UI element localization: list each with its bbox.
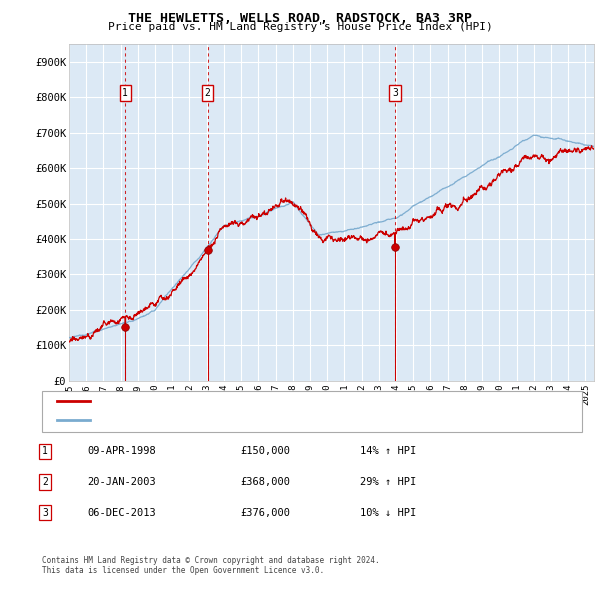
Text: Price paid vs. HM Land Registry's House Price Index (HPI): Price paid vs. HM Land Registry's House … bbox=[107, 22, 493, 32]
Text: 20-JAN-2003: 20-JAN-2003 bbox=[87, 477, 156, 487]
Text: 1: 1 bbox=[122, 88, 128, 98]
Text: THE HEWLETTS, WELLS ROAD, RADSTOCK, BA3 3RP (detached house): THE HEWLETTS, WELLS ROAD, RADSTOCK, BA3 … bbox=[96, 396, 419, 406]
Text: 1: 1 bbox=[42, 447, 48, 456]
Text: 3: 3 bbox=[392, 88, 398, 98]
Text: 14% ↑ HPI: 14% ↑ HPI bbox=[360, 447, 416, 456]
Text: 09-APR-1998: 09-APR-1998 bbox=[87, 447, 156, 456]
Text: Contains HM Land Registry data © Crown copyright and database right 2024.
This d: Contains HM Land Registry data © Crown c… bbox=[42, 556, 380, 575]
Text: £376,000: £376,000 bbox=[240, 508, 290, 517]
Text: 3: 3 bbox=[42, 508, 48, 517]
Text: £150,000: £150,000 bbox=[240, 447, 290, 456]
Text: 06-DEC-2013: 06-DEC-2013 bbox=[87, 508, 156, 517]
Text: 10% ↓ HPI: 10% ↓ HPI bbox=[360, 508, 416, 517]
Text: HPI: Average price, detached house, Bath and North East Somerset: HPI: Average price, detached house, Bath… bbox=[96, 415, 440, 425]
Text: 2: 2 bbox=[205, 88, 211, 98]
Text: THE HEWLETTS, WELLS ROAD, RADSTOCK, BA3 3RP: THE HEWLETTS, WELLS ROAD, RADSTOCK, BA3 … bbox=[128, 12, 472, 25]
Text: 29% ↑ HPI: 29% ↑ HPI bbox=[360, 477, 416, 487]
Text: 2: 2 bbox=[42, 477, 48, 487]
Text: £368,000: £368,000 bbox=[240, 477, 290, 487]
